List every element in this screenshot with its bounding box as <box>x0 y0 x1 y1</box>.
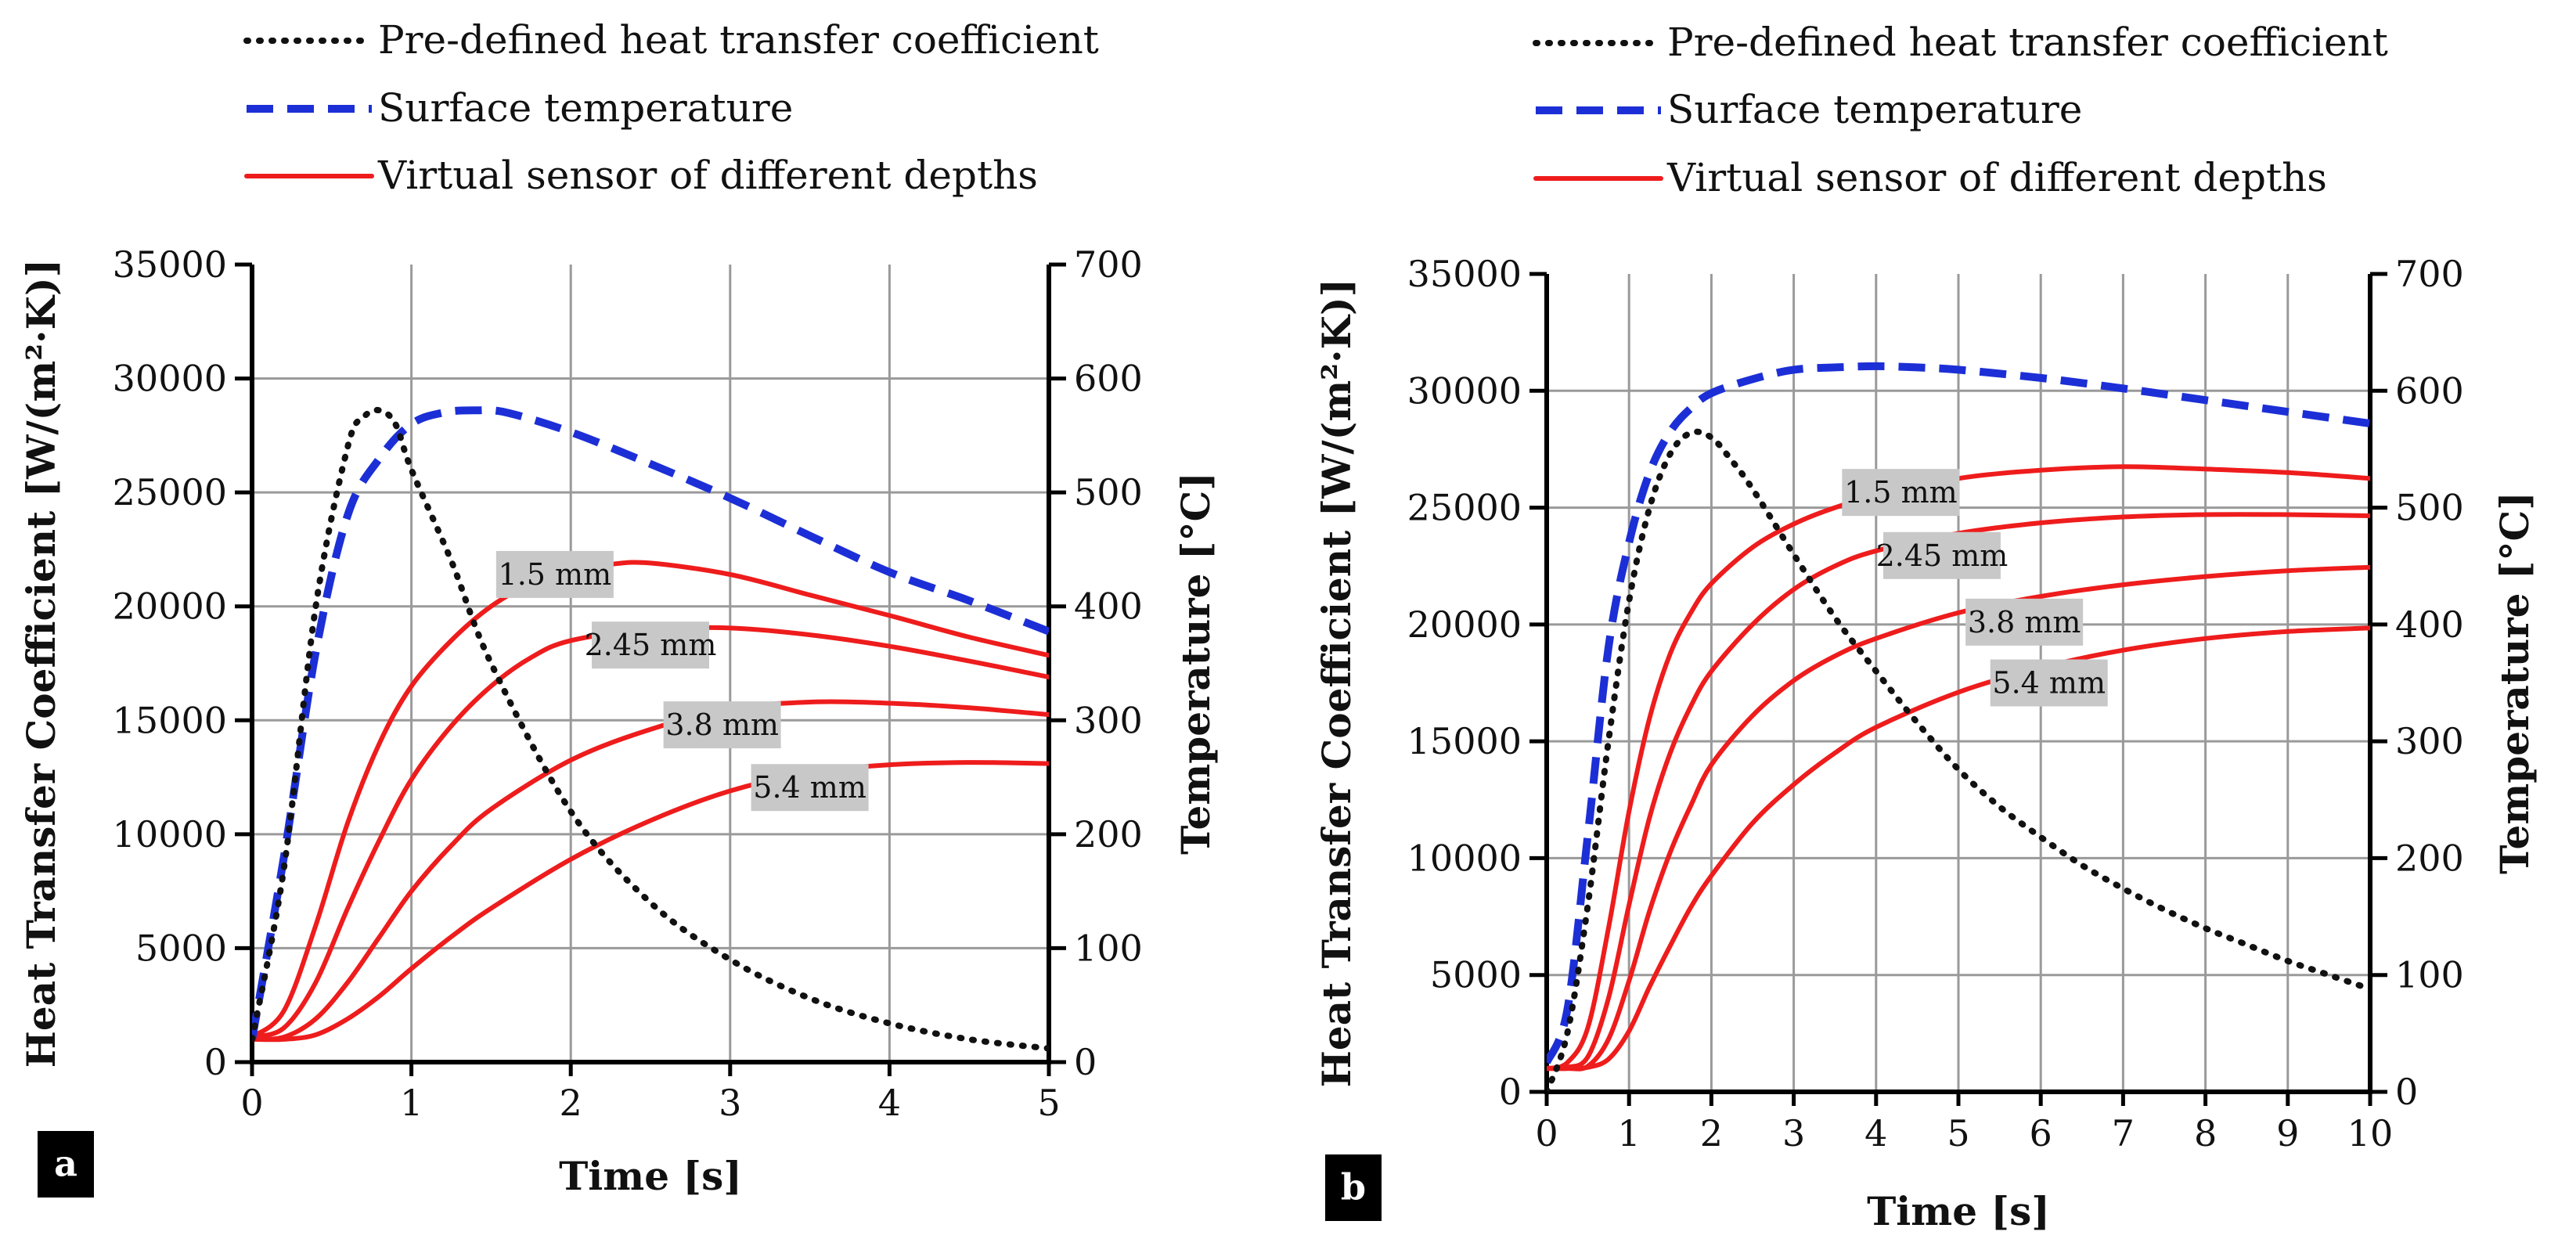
y-right-tick-label-6: 600 <box>1074 358 1143 400</box>
y-right-tick-label-2: 200 <box>1074 813 1143 855</box>
panel-letter: b <box>1341 1166 1366 1208</box>
y-right-tick-label-7: 700 <box>1074 243 1143 286</box>
series-line-1-5-mm <box>1547 464 2370 1072</box>
y-left-tick-label-2: 10000 <box>113 813 227 855</box>
depth-callout-label-1: 1.5 mm <box>499 557 612 592</box>
depth-callout-box-3 <box>1965 598 2084 646</box>
x-tick-label-2: 2 <box>1700 1112 1723 1154</box>
y-axis-title-left: Heat Transfer Coefficient [W/(m²·K)] <box>18 259 64 1068</box>
depth-callout-label-3: 3.8 mm <box>1968 605 2081 639</box>
x-axis-title: Time [s] <box>559 1153 742 1199</box>
series-line-2-45-mm <box>1547 512 2370 1072</box>
y-right-tick-label-3: 300 <box>1074 699 1143 741</box>
y-right-tick-label-3: 300 <box>2395 720 2464 762</box>
x-tick-label-0: 0 <box>1535 1112 1558 1154</box>
y-left-tick-label-1: 5000 <box>1430 954 1522 996</box>
y-left-tick-label-6: 30000 <box>1407 369 1522 412</box>
y-right-tick-label-2: 200 <box>2395 837 2464 879</box>
x-tick-label-0: 0 <box>240 1082 263 1124</box>
chart-panel-b: Pre-defined heat transfer coefficient Sur… <box>1313 20 2538 1234</box>
depth-callout-box-3 <box>663 701 781 749</box>
depth-callout-label-1: 1.5 mm <box>1844 475 1958 510</box>
y-right-tick-label-0: 0 <box>2395 1071 2418 1113</box>
x-tick-label-4: 4 <box>1864 1112 1887 1154</box>
series-line-2-45-mm <box>252 625 1049 1039</box>
y-right-tick-label-0: 0 <box>1074 1041 1097 1083</box>
y-left-tick-label-4: 20000 <box>1407 603 1522 646</box>
y-left-tick-label-0: 0 <box>1499 1071 1522 1113</box>
depth-callout-box-1 <box>1842 469 1960 517</box>
panel-letter-box <box>1325 1154 1382 1221</box>
legend-label-2: Surface temperature <box>1667 87 2082 132</box>
y-right-tick-label-1: 100 <box>2395 954 2464 996</box>
x-tick-label-2: 2 <box>560 1082 582 1124</box>
x-tick-label-6: 6 <box>2030 1112 2052 1154</box>
y-left-tick-label-2: 10000 <box>1407 837 1522 879</box>
series-line-5-4-mm <box>1547 625 2370 1072</box>
y-axis-title-right: Temperature [°C] <box>1173 472 1219 855</box>
y-axis-title-right: Temperature [°C] <box>2491 492 2538 874</box>
x-tick-label-3: 3 <box>1782 1112 1805 1154</box>
y-right-tick-label-1: 100 <box>1074 927 1143 969</box>
series-line-pre-defined-heat-transfer-coefficient <box>252 406 1049 1052</box>
series-line-pre-defined-heat-transfer-coefficient <box>1547 428 2370 1092</box>
x-tick-label-9: 9 <box>2276 1112 2299 1154</box>
depth-callout-box-2 <box>592 621 709 669</box>
y-right-tick-label-5: 500 <box>2395 487 2464 529</box>
x-tick-label-7: 7 <box>2112 1112 2135 1154</box>
series-line-3-8-mm <box>1547 564 2370 1072</box>
y-left-tick-label-6: 30000 <box>113 358 227 400</box>
panel-letter: a <box>54 1143 77 1185</box>
depth-callout-box-1 <box>495 550 614 598</box>
x-tick-label-5: 5 <box>1947 1112 1969 1154</box>
y-right-tick-label-6: 600 <box>2395 369 2464 412</box>
series-line-surface-temperature <box>1547 362 2370 1064</box>
x-tick-label-1: 1 <box>1618 1112 1641 1154</box>
y-left-tick-label-5: 25000 <box>1407 487 1522 529</box>
y-left-tick-label-4: 20000 <box>113 585 227 628</box>
x-tick-label-3: 3 <box>719 1082 741 1124</box>
y-left-tick-label-0: 0 <box>204 1041 227 1083</box>
y-left-tick-label-5: 25000 <box>113 471 227 513</box>
y-left-tick-label-1: 5000 <box>135 927 227 969</box>
y-right-tick-label-5: 500 <box>1074 471 1143 513</box>
y-left-tick-label-3: 15000 <box>113 699 227 741</box>
depth-callout-label-2: 2.45 mm <box>585 628 717 662</box>
depth-callout-label-3: 3.8 mm <box>665 708 779 742</box>
y-axis-title-left: Heat Transfer Coefficient [W/(m²·K)] <box>1313 279 1360 1088</box>
x-tick-label-5: 5 <box>1037 1082 1060 1124</box>
x-tick-label-8: 8 <box>2194 1112 2217 1154</box>
panel-letter-box <box>38 1131 94 1198</box>
depth-callout-box-4 <box>751 764 869 812</box>
y-right-tick-label-4: 400 <box>1074 585 1143 628</box>
y-right-tick-label-4: 400 <box>2395 603 2464 646</box>
series-line-3-8-mm <box>252 699 1049 1042</box>
legend-label-1: Pre-defined heat transfer coefficient <box>1667 20 2388 65</box>
x-tick-label-4: 4 <box>878 1082 901 1124</box>
depth-callout-label-2: 2.45 mm <box>1876 538 2009 573</box>
x-tick-label-10: 10 <box>2347 1112 2394 1154</box>
depth-callout-label-4: 5.4 mm <box>753 770 866 805</box>
y-left-tick-label-3: 15000 <box>1407 720 1522 762</box>
series-line-surface-temperature <box>252 406 1049 1040</box>
series-line-5-4-mm <box>252 760 1049 1043</box>
legend-label-2: Surface temperature <box>378 85 793 131</box>
x-axis-title: Time [s] <box>1867 1188 2050 1234</box>
x-tick-label-1: 1 <box>400 1082 423 1124</box>
depth-callout-label-4: 5.4 mm <box>1992 666 2106 701</box>
depth-callout-box-2 <box>1882 531 2001 579</box>
y-left-tick-label-7: 35000 <box>1407 253 1522 295</box>
y-left-tick-label-7: 35000 <box>113 243 227 286</box>
chart-panel-a: Pre-defined heat transfer coefficient Sur… <box>18 17 1219 1199</box>
legend-label-1: Pre-defined heat transfer coefficient <box>378 17 1099 63</box>
legend-label-3: Virtual sensor of different depths <box>1666 155 2327 200</box>
y-right-tick-label-7: 700 <box>2395 253 2464 295</box>
depth-callout-box-4 <box>1990 659 2108 707</box>
legend-label-3: Virtual sensor of different depths <box>377 153 1038 198</box>
